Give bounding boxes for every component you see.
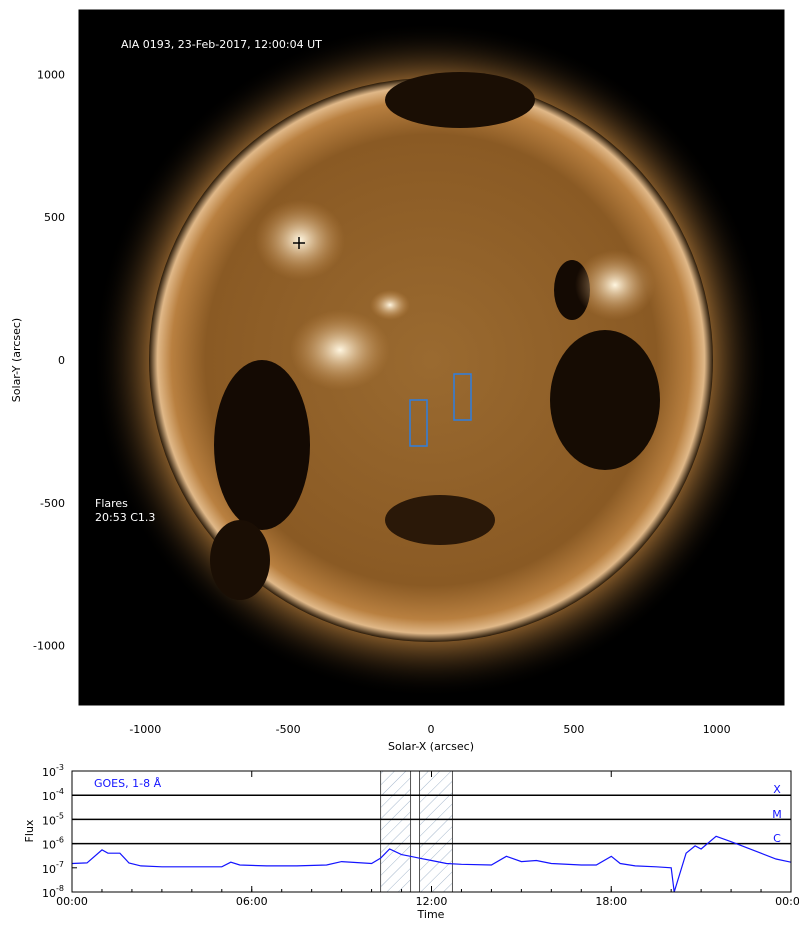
flares-entry: 20:53 C1.3 — [95, 511, 155, 524]
active-region-1 — [255, 200, 345, 280]
image-title: AIA 0193, 23-Feb-2017, 12:00:04 UT — [121, 38, 322, 51]
goes-x-axis: 00:00 06:00 12:00 18:00 00:00 — [56, 771, 799, 908]
region-box-2 — [453, 373, 472, 421]
region-box-1 — [409, 399, 428, 447]
goes-y-tick-label: 10 — [42, 766, 56, 779]
image-y-tick-label: 1000 — [37, 68, 65, 81]
goes-y-tick-label: 10 — [42, 887, 56, 900]
coronal-hole-south — [385, 495, 495, 545]
goes-y-tick-exponent: -4 — [56, 787, 64, 796]
image-x-axis: -1000 -500 0 500 1000 — [87, 10, 775, 736]
image-y-label: Solar-Y (arcsec) — [10, 318, 23, 402]
shaded-interval — [380, 771, 412, 892]
goes-y-label: Flux — [23, 819, 36, 842]
goes-series-label: GOES, 1-8 Å — [94, 777, 162, 790]
goes-x-tick-label: 00:00 — [775, 895, 799, 908]
image-y-tick-label: -1000 — [33, 640, 65, 653]
active-region-4 — [370, 290, 410, 320]
goes-y-tick-exponent: -3 — [56, 763, 64, 772]
goes-y-tick-label: 10 — [42, 814, 56, 827]
image-x-tick-label: 0 — [428, 723, 435, 736]
image-x-label: Solar-X (arcsec) — [388, 740, 474, 753]
coronal-hole-west — [550, 330, 660, 470]
goes-y-tick-exponent: -8 — [56, 884, 64, 893]
active-region-2 — [290, 310, 390, 390]
goes-y-tick-label: 10 — [42, 790, 56, 803]
goes-x-tick-label: 00:00 — [56, 895, 88, 908]
image-x-tick-label: 1000 — [703, 723, 731, 736]
plus-marker — [293, 237, 305, 249]
goes-y-axis: 10-310-410-510-610-710-8 — [42, 763, 77, 900]
flares-heading: Flares — [95, 497, 128, 510]
coronal-hole-north — [385, 72, 535, 128]
coronal-hole-southeast — [210, 520, 270, 600]
image-y-tick-label: 0 — [58, 354, 65, 367]
image-y-axis: 1000 500 0 -500 -1000 — [33, 16, 784, 704]
goes-y-tick-exponent: -6 — [56, 836, 64, 845]
class-label-x: X — [773, 783, 781, 796]
image-x-tick-label: -500 — [276, 723, 301, 736]
shaded-interval — [419, 771, 453, 892]
goes-x-label: Time — [417, 908, 445, 921]
active-region-3 — [575, 250, 655, 320]
goes-x-tick-label: 12:00 — [416, 895, 448, 908]
goes-panel: GOES, 1-8 Å X M C — [71, 770, 792, 893]
image-y-tick-label: -500 — [40, 497, 65, 510]
class-label-c: C — [773, 832, 781, 845]
goes-flux-line — [72, 835, 791, 892]
solar-image-panel: AIA 0193, 23-Feb-2017, 12:00:04 UT Flare… — [78, 9, 785, 706]
goes-x-tick-label: 18:00 — [595, 895, 627, 908]
image-x-tick-label: 500 — [563, 723, 584, 736]
image-x-tick-label: -1000 — [129, 723, 161, 736]
class-label-m: M — [772, 808, 782, 821]
image-y-tick-label: 500 — [44, 211, 65, 224]
goes-y-tick-exponent: -5 — [56, 811, 64, 820]
goes-y-tick-exponent: -7 — [56, 860, 64, 869]
goes-x-tick-label: 06:00 — [236, 895, 268, 908]
coronal-hole-east — [214, 360, 310, 530]
goes-y-tick-label: 10 — [42, 839, 56, 852]
goes-y-tick-label: 10 — [42, 863, 56, 876]
